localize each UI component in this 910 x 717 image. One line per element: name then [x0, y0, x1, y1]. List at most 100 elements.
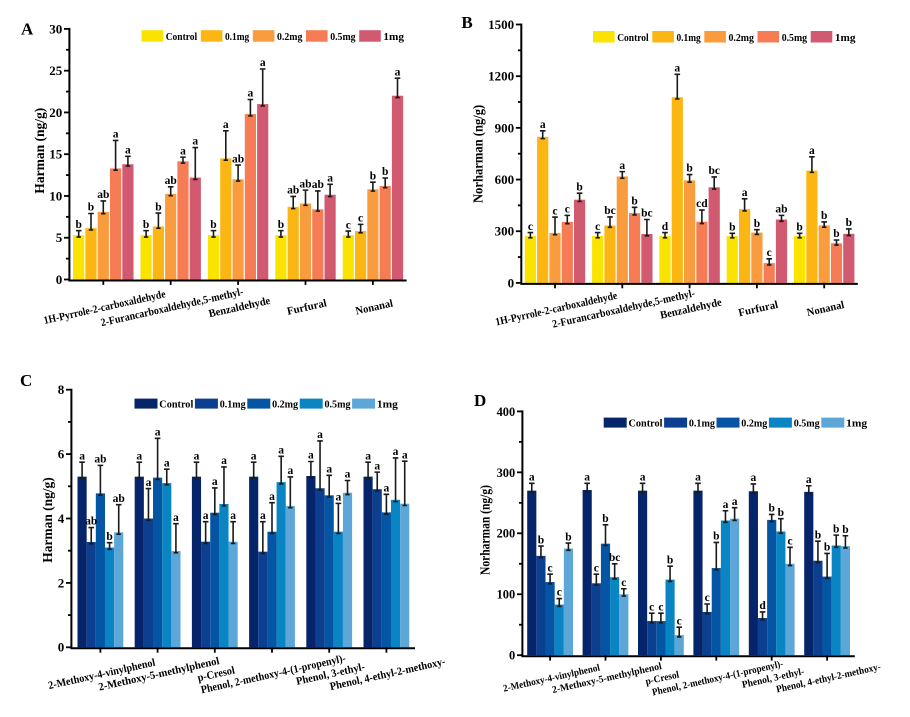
- svg-text:c: c: [594, 562, 599, 574]
- svg-text:d: d: [662, 221, 669, 233]
- svg-text:c: c: [548, 562, 553, 574]
- svg-text:a: a: [402, 449, 408, 461]
- svg-text:b: b: [565, 531, 571, 543]
- svg-text:a: a: [146, 477, 152, 489]
- svg-text:a: a: [260, 510, 266, 522]
- svg-text:0.5mg: 0.5mg: [330, 32, 355, 43]
- svg-text:c: c: [595, 221, 600, 233]
- svg-text:a: a: [194, 450, 200, 462]
- svg-text:b: b: [88, 202, 94, 214]
- svg-text:1mg: 1mg: [846, 419, 867, 430]
- svg-text:a: a: [806, 474, 812, 486]
- svg-text:c: c: [358, 213, 363, 225]
- svg-text:a: a: [393, 446, 399, 458]
- svg-text:25: 25: [49, 63, 63, 78]
- svg-text:15: 15: [49, 147, 63, 162]
- svg-text:900: 900: [495, 120, 515, 135]
- svg-text:4: 4: [58, 511, 65, 526]
- svg-text:c: c: [557, 587, 562, 599]
- svg-text:D: D: [474, 391, 486, 410]
- svg-text:1mg: 1mg: [383, 32, 404, 43]
- svg-text:a: a: [79, 450, 85, 462]
- svg-text:ab: ab: [165, 175, 177, 187]
- svg-text:b: b: [833, 228, 839, 240]
- svg-text:100: 100: [497, 588, 516, 602]
- svg-text:b: b: [713, 531, 719, 543]
- svg-text:a: a: [584, 472, 590, 484]
- svg-text:b: b: [821, 210, 827, 222]
- svg-text:b: b: [155, 201, 161, 213]
- svg-text:a: a: [251, 450, 257, 462]
- svg-text:d: d: [759, 600, 766, 612]
- svg-text:b: b: [754, 218, 760, 230]
- svg-text:bc: bc: [708, 165, 720, 177]
- svg-text:ab: ab: [287, 185, 299, 197]
- svg-text:30: 30: [49, 21, 62, 36]
- svg-text:0.2mg: 0.2mg: [272, 400, 298, 411]
- svg-text:bc: bc: [604, 205, 616, 217]
- svg-text:a: a: [326, 464, 332, 476]
- svg-text:a: a: [125, 144, 131, 156]
- svg-text:A: A: [21, 20, 34, 39]
- svg-text:a: a: [287, 465, 293, 477]
- svg-text:0.2mg: 0.2mg: [729, 33, 754, 44]
- svg-text:b: b: [602, 513, 608, 525]
- svg-text:a: a: [384, 483, 390, 495]
- svg-text:c: c: [705, 592, 710, 604]
- svg-text:a: a: [540, 119, 546, 131]
- svg-text:a: a: [230, 510, 236, 522]
- svg-text:ab: ab: [113, 493, 125, 505]
- svg-text:b: b: [768, 503, 774, 515]
- svg-text:a: a: [317, 429, 323, 441]
- svg-text:a: a: [136, 450, 142, 462]
- svg-text:b: b: [382, 166, 388, 178]
- svg-text:a: a: [260, 57, 266, 69]
- svg-text:ab: ab: [97, 189, 109, 201]
- svg-text:Control: Control: [617, 33, 649, 44]
- svg-text:a: a: [365, 450, 371, 462]
- svg-text:b: b: [824, 542, 830, 554]
- svg-text:0: 0: [509, 649, 515, 663]
- svg-text:8: 8: [58, 382, 65, 397]
- svg-text:b: b: [143, 219, 149, 231]
- svg-text:1200: 1200: [488, 69, 514, 84]
- svg-text:b: b: [842, 524, 848, 536]
- svg-text:c: c: [565, 204, 570, 216]
- svg-text:Control: Control: [166, 32, 198, 43]
- svg-text:a: a: [327, 172, 333, 184]
- svg-text:a: a: [695, 472, 701, 484]
- svg-text:300: 300: [495, 224, 515, 239]
- svg-text:Control: Control: [629, 419, 663, 430]
- svg-text:20: 20: [49, 105, 62, 120]
- svg-text:b: b: [278, 219, 284, 231]
- svg-text:a: a: [374, 460, 380, 472]
- svg-text:bc: bc: [609, 552, 621, 564]
- svg-text:a: a: [308, 450, 314, 462]
- svg-text:a: a: [640, 472, 646, 484]
- svg-text:a: a: [395, 66, 401, 78]
- svg-text:200: 200: [497, 527, 516, 541]
- svg-text:c: c: [767, 247, 772, 259]
- svg-text:a: a: [173, 512, 179, 524]
- svg-text:b: b: [75, 219, 81, 231]
- svg-text:1500: 1500: [488, 17, 514, 32]
- svg-text:10: 10: [49, 188, 62, 203]
- svg-text:a: a: [529, 472, 535, 484]
- svg-text:a: a: [345, 469, 351, 481]
- svg-text:a: a: [278, 445, 284, 457]
- svg-text:a: a: [192, 136, 198, 148]
- svg-text:ab: ab: [94, 454, 106, 466]
- svg-text:b: b: [846, 217, 852, 229]
- svg-text:0.1mg: 0.1mg: [220, 400, 246, 411]
- svg-text:0.5mg: 0.5mg: [325, 400, 351, 411]
- svg-text:b: b: [538, 534, 544, 546]
- svg-text:400: 400: [497, 405, 516, 419]
- svg-text:600: 600: [495, 172, 515, 187]
- svg-text:ab: ab: [299, 178, 311, 190]
- svg-text:Norharman (ng/g): Norharman (ng/g): [478, 485, 493, 575]
- svg-text:0.1mg: 0.1mg: [677, 33, 701, 44]
- svg-text:c: c: [658, 601, 663, 613]
- svg-text:0.2mg: 0.2mg: [277, 32, 302, 43]
- svg-text:b: b: [210, 219, 216, 231]
- svg-text:1mg: 1mg: [835, 33, 856, 44]
